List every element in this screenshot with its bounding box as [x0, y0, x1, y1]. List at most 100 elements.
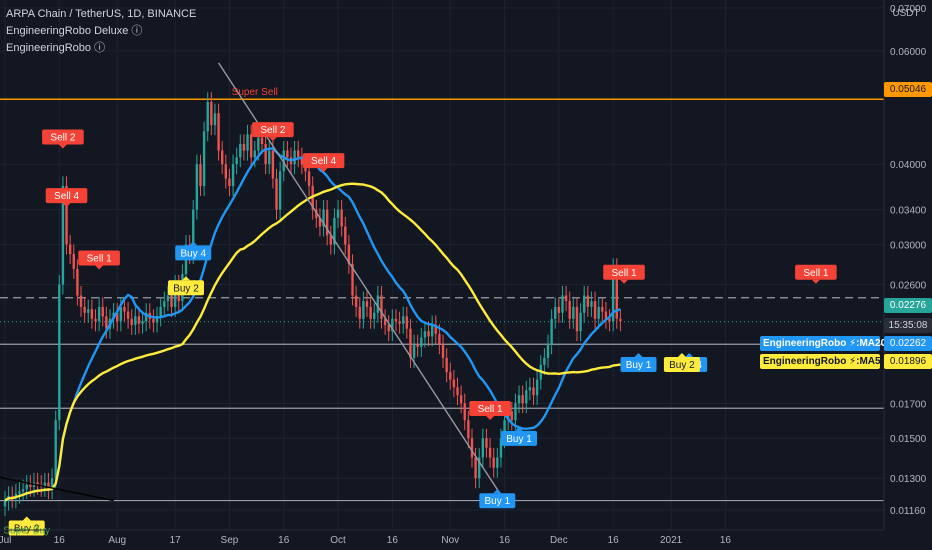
candle-body — [470, 438, 474, 458]
candle-body — [61, 185, 65, 285]
candle-body — [202, 131, 206, 186]
candle — [300, 147, 304, 175]
candle — [564, 285, 568, 312]
candle-body — [456, 387, 459, 396]
candle — [199, 154, 202, 196]
signal-pointer — [685, 352, 694, 357]
candle-body — [597, 306, 600, 319]
candle — [463, 393, 466, 431]
candle-body — [586, 295, 590, 307]
ma50-line — [4, 182, 621, 502]
ma20-value-tag: 0.02262 — [884, 336, 932, 351]
candle — [159, 297, 162, 327]
candle — [369, 297, 372, 329]
candle — [195, 154, 199, 220]
candle — [202, 121, 206, 196]
candle — [47, 472, 50, 500]
time-tick-12: 2021 — [660, 535, 683, 546]
signal-text: Buy 2 — [669, 360, 695, 371]
ma50-label: EngineeringRobo ⚡:MA50 — [760, 354, 886, 369]
candle-body — [376, 295, 380, 313]
signal-labels: Sell 2 Sell 4 Sell 1 Super Sell Sell 2 Sell 4… — [3, 87, 837, 536]
candle — [50, 468, 54, 500]
candle-body — [557, 306, 561, 313]
candle-body — [224, 164, 228, 179]
candle-body — [409, 328, 412, 358]
price-tick-9: 0.01160 — [890, 506, 926, 517]
symbol-title[interactable]: ARPA Chain / TetherUS, 1D, BINANCE — [6, 8, 197, 20]
signal-8: Sell 1 — [795, 264, 837, 284]
candle — [351, 254, 354, 306]
candle — [514, 393, 517, 431]
time-tick-10: Dec — [550, 535, 568, 546]
candle — [481, 428, 485, 468]
candle-body — [173, 284, 177, 307]
candle — [405, 306, 409, 339]
candle-body — [347, 244, 351, 264]
candle — [101, 297, 104, 327]
candle-body — [144, 312, 148, 322]
candle — [510, 401, 513, 431]
candle — [155, 306, 159, 333]
candle — [18, 481, 21, 504]
time-axis[interactable]: Jul 16 Aug 17 Sep 16 Oct 16 Nov 16 Dec 16 2021 16 — [0, 529, 884, 546]
candle — [420, 328, 423, 357]
candle — [409, 319, 412, 368]
candle — [416, 334, 419, 357]
signal-6: Sell 1 — [469, 401, 511, 421]
candle — [123, 297, 126, 322]
candle-body — [264, 144, 267, 165]
signal-15: Buy 2 — [663, 352, 700, 372]
candle-body — [463, 403, 466, 421]
candle-body — [412, 344, 416, 358]
candle — [83, 297, 86, 323]
candle — [152, 309, 155, 333]
signal-pointer — [620, 279, 629, 284]
signal-3: Super Sell — [232, 87, 278, 98]
signal-10: Buy 2 — [168, 276, 204, 296]
candle-body — [126, 311, 130, 319]
signal-text: Sell 1 — [803, 268, 828, 279]
time-tick-2: Aug — [108, 535, 126, 546]
candle-body — [485, 438, 488, 448]
candle-body — [575, 306, 579, 332]
candle — [376, 285, 380, 323]
candle-body — [583, 295, 586, 313]
candle-body — [300, 157, 304, 165]
candle — [43, 472, 47, 497]
candle-body — [206, 101, 209, 132]
candle — [499, 428, 503, 468]
candle-body — [358, 306, 361, 319]
candle-body — [427, 331, 430, 337]
candle-body — [101, 306, 104, 317]
candle-body — [260, 137, 264, 145]
candle — [130, 309, 133, 335]
candle-body — [297, 150, 300, 158]
signal-pointer — [811, 279, 820, 284]
candle-body — [438, 333, 441, 345]
candle-body — [3, 500, 7, 507]
candle-body — [535, 379, 539, 396]
indicator-deluxe[interactable]: EngineeringRobo Deluxe ⓘ — [6, 25, 143, 37]
candle-body — [21, 489, 25, 492]
candle-body — [253, 150, 256, 158]
candle — [423, 321, 427, 348]
candle-body — [383, 318, 387, 325]
candle — [21, 479, 25, 502]
candle — [467, 410, 470, 449]
signal-text: Buy 1 — [506, 434, 532, 445]
candle — [231, 154, 235, 196]
candle-body — [510, 411, 513, 421]
candle-body — [257, 137, 260, 151]
candle-body — [94, 318, 97, 322]
ma20-label: EngineeringRobo ⚡:MA20 — [760, 336, 886, 351]
indicator-robo[interactable]: EngineeringRobo ⓘ — [6, 42, 106, 54]
candle-body — [532, 387, 535, 396]
candle — [68, 234, 72, 265]
price-tick-6: 0.01700 — [890, 399, 927, 410]
time-tick-5: 16 — [278, 535, 290, 546]
candle — [239, 134, 242, 168]
candle-body — [166, 295, 170, 302]
candle — [318, 208, 322, 237]
